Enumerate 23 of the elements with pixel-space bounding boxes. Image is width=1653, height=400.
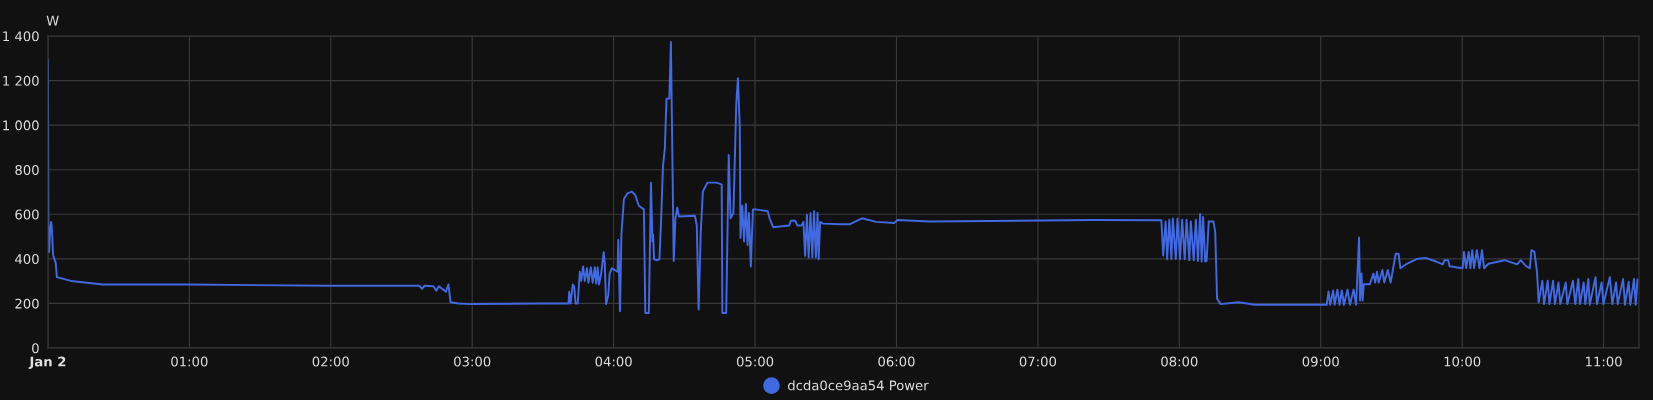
y-tick-label: 1 200 [3, 75, 39, 86]
y-tick-label: 200 [15, 298, 39, 309]
line-series [47, 41, 1639, 314]
x-tick-label: 08:00 [1161, 356, 1198, 367]
x-tick-label: 10:00 [1444, 356, 1481, 367]
y-tick-label: 800 [15, 164, 39, 175]
x-tick-label: Jan 2 [28, 356, 66, 369]
y-tick-label: 1 000 [3, 120, 39, 131]
x-tick-label: 03:00 [454, 356, 491, 367]
x-tick-label: 11:00 [1586, 356, 1622, 367]
x-tick-label: 01:00 [171, 356, 208, 367]
x-tick-label: 02:00 [312, 356, 349, 367]
x-tick-label: 06:00 [878, 356, 915, 367]
x-tick-label: 05:00 [736, 356, 774, 367]
y-tick-label: 600 [15, 209, 39, 220]
y-axis-title: W [46, 15, 59, 26]
y-tick-label: 400 [15, 254, 39, 265]
y-tick-label: 1 400 [3, 31, 39, 42]
y-tick-label: 0 [32, 343, 39, 354]
legend-label: dcda0ce9aa54 Power [788, 380, 929, 391]
x-tick-label: 04:00 [595, 356, 632, 367]
x-tick-label: 09:00 [1302, 356, 1339, 367]
x-tick-label: 07:00 [1019, 356, 1057, 367]
